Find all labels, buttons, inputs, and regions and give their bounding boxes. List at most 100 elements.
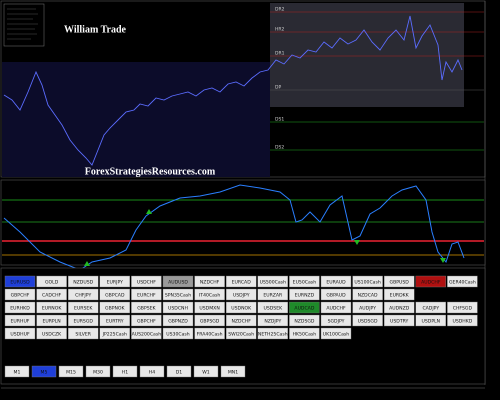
symbol-button[interactable]	[99, 288, 131, 301]
button-label[interactable]: EURCAD	[232, 280, 252, 286]
button-label[interactable]: AUDJPY	[359, 306, 376, 312]
symbol-button[interactable]	[4, 288, 36, 301]
button-label[interactable]: USDCHF	[137, 280, 156, 286]
symbol-button[interactable]	[447, 275, 478, 288]
button-label[interactable]: UK100Cash	[323, 332, 350, 338]
symbol-button[interactable]	[352, 314, 383, 327]
symbol-button[interactable]	[4, 301, 36, 314]
symbol-button[interactable]	[320, 327, 352, 340]
symbol-button[interactable]	[289, 275, 320, 288]
symbol-button[interactable]	[194, 314, 225, 327]
symbol-button[interactable]	[131, 275, 162, 288]
symbol-button[interactable]	[67, 288, 99, 301]
button-label[interactable]: NZDSGD	[294, 319, 315, 325]
symbol-button[interactable]	[36, 301, 67, 314]
symbol-button[interactable]	[194, 275, 225, 288]
button-label[interactable]: GER40Cash	[449, 280, 476, 286]
symbol-button[interactable]	[99, 327, 131, 340]
button-label[interactable]: NETH25Cash	[258, 332, 288, 338]
button-label[interactable]: D1	[176, 370, 183, 376]
symbol-button[interactable]	[289, 327, 320, 340]
symbol-button[interactable]	[36, 275, 67, 288]
button-label[interactable]: USDHKD	[452, 319, 472, 325]
button-label[interactable]: USDSGD	[358, 319, 378, 325]
symbol-button[interactable]	[257, 301, 288, 314]
symbol-button[interactable]	[194, 301, 225, 314]
button-label[interactable]: JP225Cash	[102, 332, 127, 338]
symbol-button[interactable]	[162, 301, 194, 314]
button-label[interactable]: H1	[122, 370, 128, 376]
symbol-button[interactable]	[162, 288, 194, 301]
button-label[interactable]: NZDJPY	[264, 319, 281, 325]
button-label[interactable]: GBPSEK	[137, 306, 156, 312]
button-label[interactable]: GBPSGD	[200, 319, 220, 325]
symbol-button[interactable]	[131, 301, 162, 314]
symbol-button[interactable]	[4, 327, 36, 340]
button-label[interactable]: GBPUSD	[390, 280, 410, 286]
symbol-button[interactable]	[112, 365, 138, 378]
button-label[interactable]: NZDCAD	[358, 293, 378, 299]
button-label[interactable]: CADJPY	[422, 306, 439, 312]
button-label[interactable]: MN1	[228, 370, 238, 376]
symbol-button[interactable]	[58, 365, 84, 378]
button-label[interactable]: AUS200Cash	[132, 332, 162, 338]
symbol-button[interactable]	[99, 314, 131, 327]
symbol-button[interactable]	[162, 314, 194, 327]
symbol-button[interactable]	[320, 288, 352, 301]
symbol-button[interactable]	[67, 275, 99, 288]
button-label[interactable]: NZDCHF	[200, 280, 220, 286]
button-label[interactable]: EURJPY	[107, 280, 123, 286]
button-label[interactable]: GBPNZD	[168, 319, 188, 325]
symbol-button[interactable]	[85, 365, 111, 378]
button-label[interactable]: USDCZK	[42, 332, 62, 338]
symbol-button[interactable]	[67, 301, 99, 314]
button-label[interactable]: AUDUSD	[168, 280, 188, 286]
symbol-button[interactable]	[36, 314, 67, 327]
symbol-button[interactable]	[131, 314, 162, 327]
button-label[interactable]: EURUSD	[10, 280, 30, 286]
button-label[interactable]: USDPLN	[422, 319, 441, 325]
button-label[interactable]: W1	[202, 370, 210, 376]
button-label[interactable]: EURNZD	[295, 293, 315, 299]
button-label[interactable]: GBPNOK	[105, 306, 126, 312]
button-label[interactable]: EURSEK	[74, 306, 93, 312]
symbol-button[interactable]	[415, 301, 446, 314]
symbol-button[interactable]	[131, 288, 162, 301]
symbol-button[interactable]	[36, 327, 67, 340]
symbol-button[interactable]	[4, 314, 36, 327]
symbol-button[interactable]	[352, 275, 383, 288]
button-label[interactable]: EURNOK	[42, 306, 63, 312]
symbol-button[interactable]	[257, 327, 288, 340]
button-label[interactable]: AUDCHF	[326, 306, 346, 312]
button-label[interactable]: SPN35Cash	[165, 293, 191, 299]
button-label[interactable]: H4	[149, 370, 155, 376]
symbol-button[interactable]	[67, 314, 99, 327]
symbol-button[interactable]	[4, 365, 30, 378]
symbol-button[interactable]	[225, 301, 257, 314]
symbol-button[interactable]	[193, 365, 219, 378]
button-label[interactable]: EURHKD	[10, 306, 30, 312]
symbol-button[interactable]	[320, 301, 352, 314]
button-label[interactable]: AUDCAD	[294, 306, 314, 312]
symbol-button[interactable]	[36, 288, 67, 301]
button-label[interactable]: USDSEK	[263, 306, 283, 312]
button-label[interactable]: EURAUD	[326, 280, 346, 286]
symbol-button[interactable]	[166, 365, 192, 378]
symbol-button[interactable]	[447, 301, 478, 314]
symbol-button[interactable]	[220, 365, 246, 378]
symbol-button[interactable]	[4, 275, 36, 288]
symbol-button[interactable]	[257, 275, 288, 288]
button-label[interactable]: EURCHF	[137, 293, 156, 299]
symbol-button[interactable]	[67, 327, 99, 340]
button-label[interactable]: FRA40Cash	[197, 332, 223, 338]
button-label[interactable]: USDCNH	[168, 306, 188, 312]
symbol-button[interactable]	[289, 288, 320, 301]
symbol-button[interactable]	[415, 275, 446, 288]
button-label[interactable]: EURSGD	[73, 319, 93, 325]
symbol-button[interactable]	[289, 301, 320, 314]
button-label[interactable]: GBPCHF	[11, 293, 30, 299]
symbol-button[interactable]	[225, 288, 257, 301]
button-label[interactable]: EURZAR	[263, 293, 283, 299]
button-label[interactable]: CHFJPY	[75, 293, 91, 299]
button-label[interactable]: CHFSGD	[453, 306, 473, 312]
